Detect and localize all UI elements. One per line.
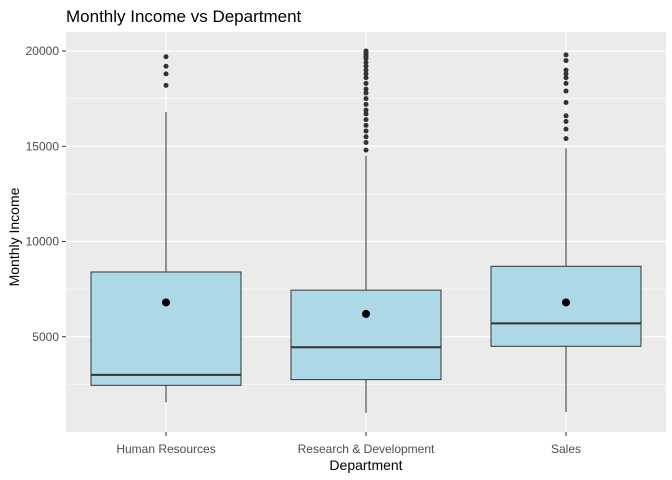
outlier-point <box>363 101 369 107</box>
outlier-point <box>563 80 569 86</box>
x-tick-label: Research & Development <box>298 442 435 456</box>
box-0 <box>90 54 242 403</box>
y-axis: 5000 10000 15000 20000 <box>26 44 66 344</box>
outlier-point <box>563 67 569 73</box>
y-axis-title: Monthly Income <box>6 187 22 286</box>
outlier-point <box>363 86 369 92</box>
outlier-point <box>363 111 369 117</box>
outlier-point <box>363 147 369 153</box>
outlier-point <box>363 122 369 128</box>
outlier-point <box>363 75 369 81</box>
box-1 <box>290 48 442 413</box>
outlier-point <box>563 58 569 64</box>
outlier-point <box>563 113 569 119</box>
outlier-point <box>363 67 369 73</box>
outlier-point <box>363 107 369 113</box>
outlier-point <box>363 139 369 145</box>
y-tick-label: 5000 <box>32 330 59 344</box>
outlier-point <box>563 126 569 132</box>
outlier-point <box>563 136 569 142</box>
outlier-point <box>163 54 169 60</box>
outlier-point <box>363 59 369 65</box>
outlier-point <box>363 63 369 69</box>
mean-point <box>162 298 170 307</box>
y-tick-label: 15000 <box>26 139 60 153</box>
outlier-point <box>363 80 369 86</box>
box-2 <box>490 52 642 412</box>
mean-point <box>362 309 370 318</box>
outlier-point <box>563 119 569 125</box>
y-tick-label: 20000 <box>26 44 60 58</box>
outlier-point <box>363 48 369 54</box>
outlier-point <box>363 96 369 102</box>
x-tick-label: Human Resources <box>116 442 215 456</box>
y-tick-label: 10000 <box>26 235 60 249</box>
box-body <box>90 271 242 386</box>
chart-title: Monthly Income vs Department <box>66 7 302 26</box>
outlier-point <box>563 88 569 94</box>
outlier-point <box>363 90 369 96</box>
outlier-point <box>363 128 369 134</box>
outlier-point <box>363 134 369 140</box>
outlier-point <box>563 71 569 77</box>
x-tick-label: Sales <box>551 442 581 456</box>
x-axis: Human Resources Research & Development Sal… <box>116 432 581 456</box>
outlier-point <box>563 75 569 81</box>
x-axis-title: Department <box>329 457 402 473</box>
box-body <box>290 289 442 381</box>
outlier-point <box>363 71 369 77</box>
outlier-point <box>363 117 369 123</box>
outlier-point <box>563 52 569 58</box>
outlier-point <box>163 82 169 88</box>
outlier-point <box>163 63 169 69</box>
mean-point <box>562 298 570 307</box>
outlier-point <box>163 71 169 77</box>
boxes-group <box>90 48 642 413</box>
outlier-point <box>563 99 569 105</box>
